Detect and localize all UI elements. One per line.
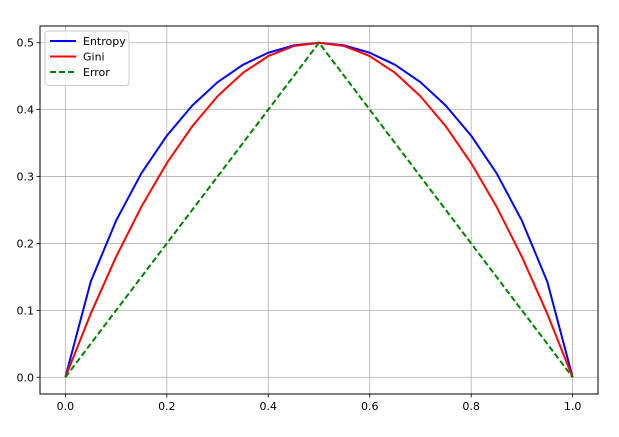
axis-ticks: 0.0 0.2 0.4 0.6 0.8 1.0 0.0 0.1 0.2 0.3 0.4 0.5 (17, 37, 582, 413)
x-tick-label: 0.2 (158, 400, 176, 413)
x-tick-label: 0.0 (57, 400, 75, 413)
legend-label-gini: Gini (83, 51, 105, 64)
y-tick-label: 0.2 (17, 237, 35, 250)
grid-lines (40, 26, 598, 394)
series-line-error (64, 41, 574, 378)
legend-box (44, 30, 130, 86)
y-tick-label: 0.0 (17, 371, 35, 384)
legend-label-entropy: Entropy (83, 35, 126, 48)
plot-area-frame (39, 25, 599, 395)
y-tick-label: 0.4 (17, 104, 35, 117)
x-tick-label: 0.8 (462, 400, 480, 413)
y-tick-label: 0.5 (17, 37, 35, 50)
legend-label-error: Error (83, 66, 110, 79)
x-tick-label: 0.6 (361, 400, 379, 413)
x-tick-label: 0.4 (260, 400, 278, 413)
y-tick-label: 0.1 (17, 304, 35, 317)
x-tick-label: 1.0 (564, 400, 582, 413)
y-tick-label: 0.3 (17, 171, 35, 184)
data-series (64, 41, 574, 378)
legend: Entropy Gini Error (44, 30, 130, 86)
